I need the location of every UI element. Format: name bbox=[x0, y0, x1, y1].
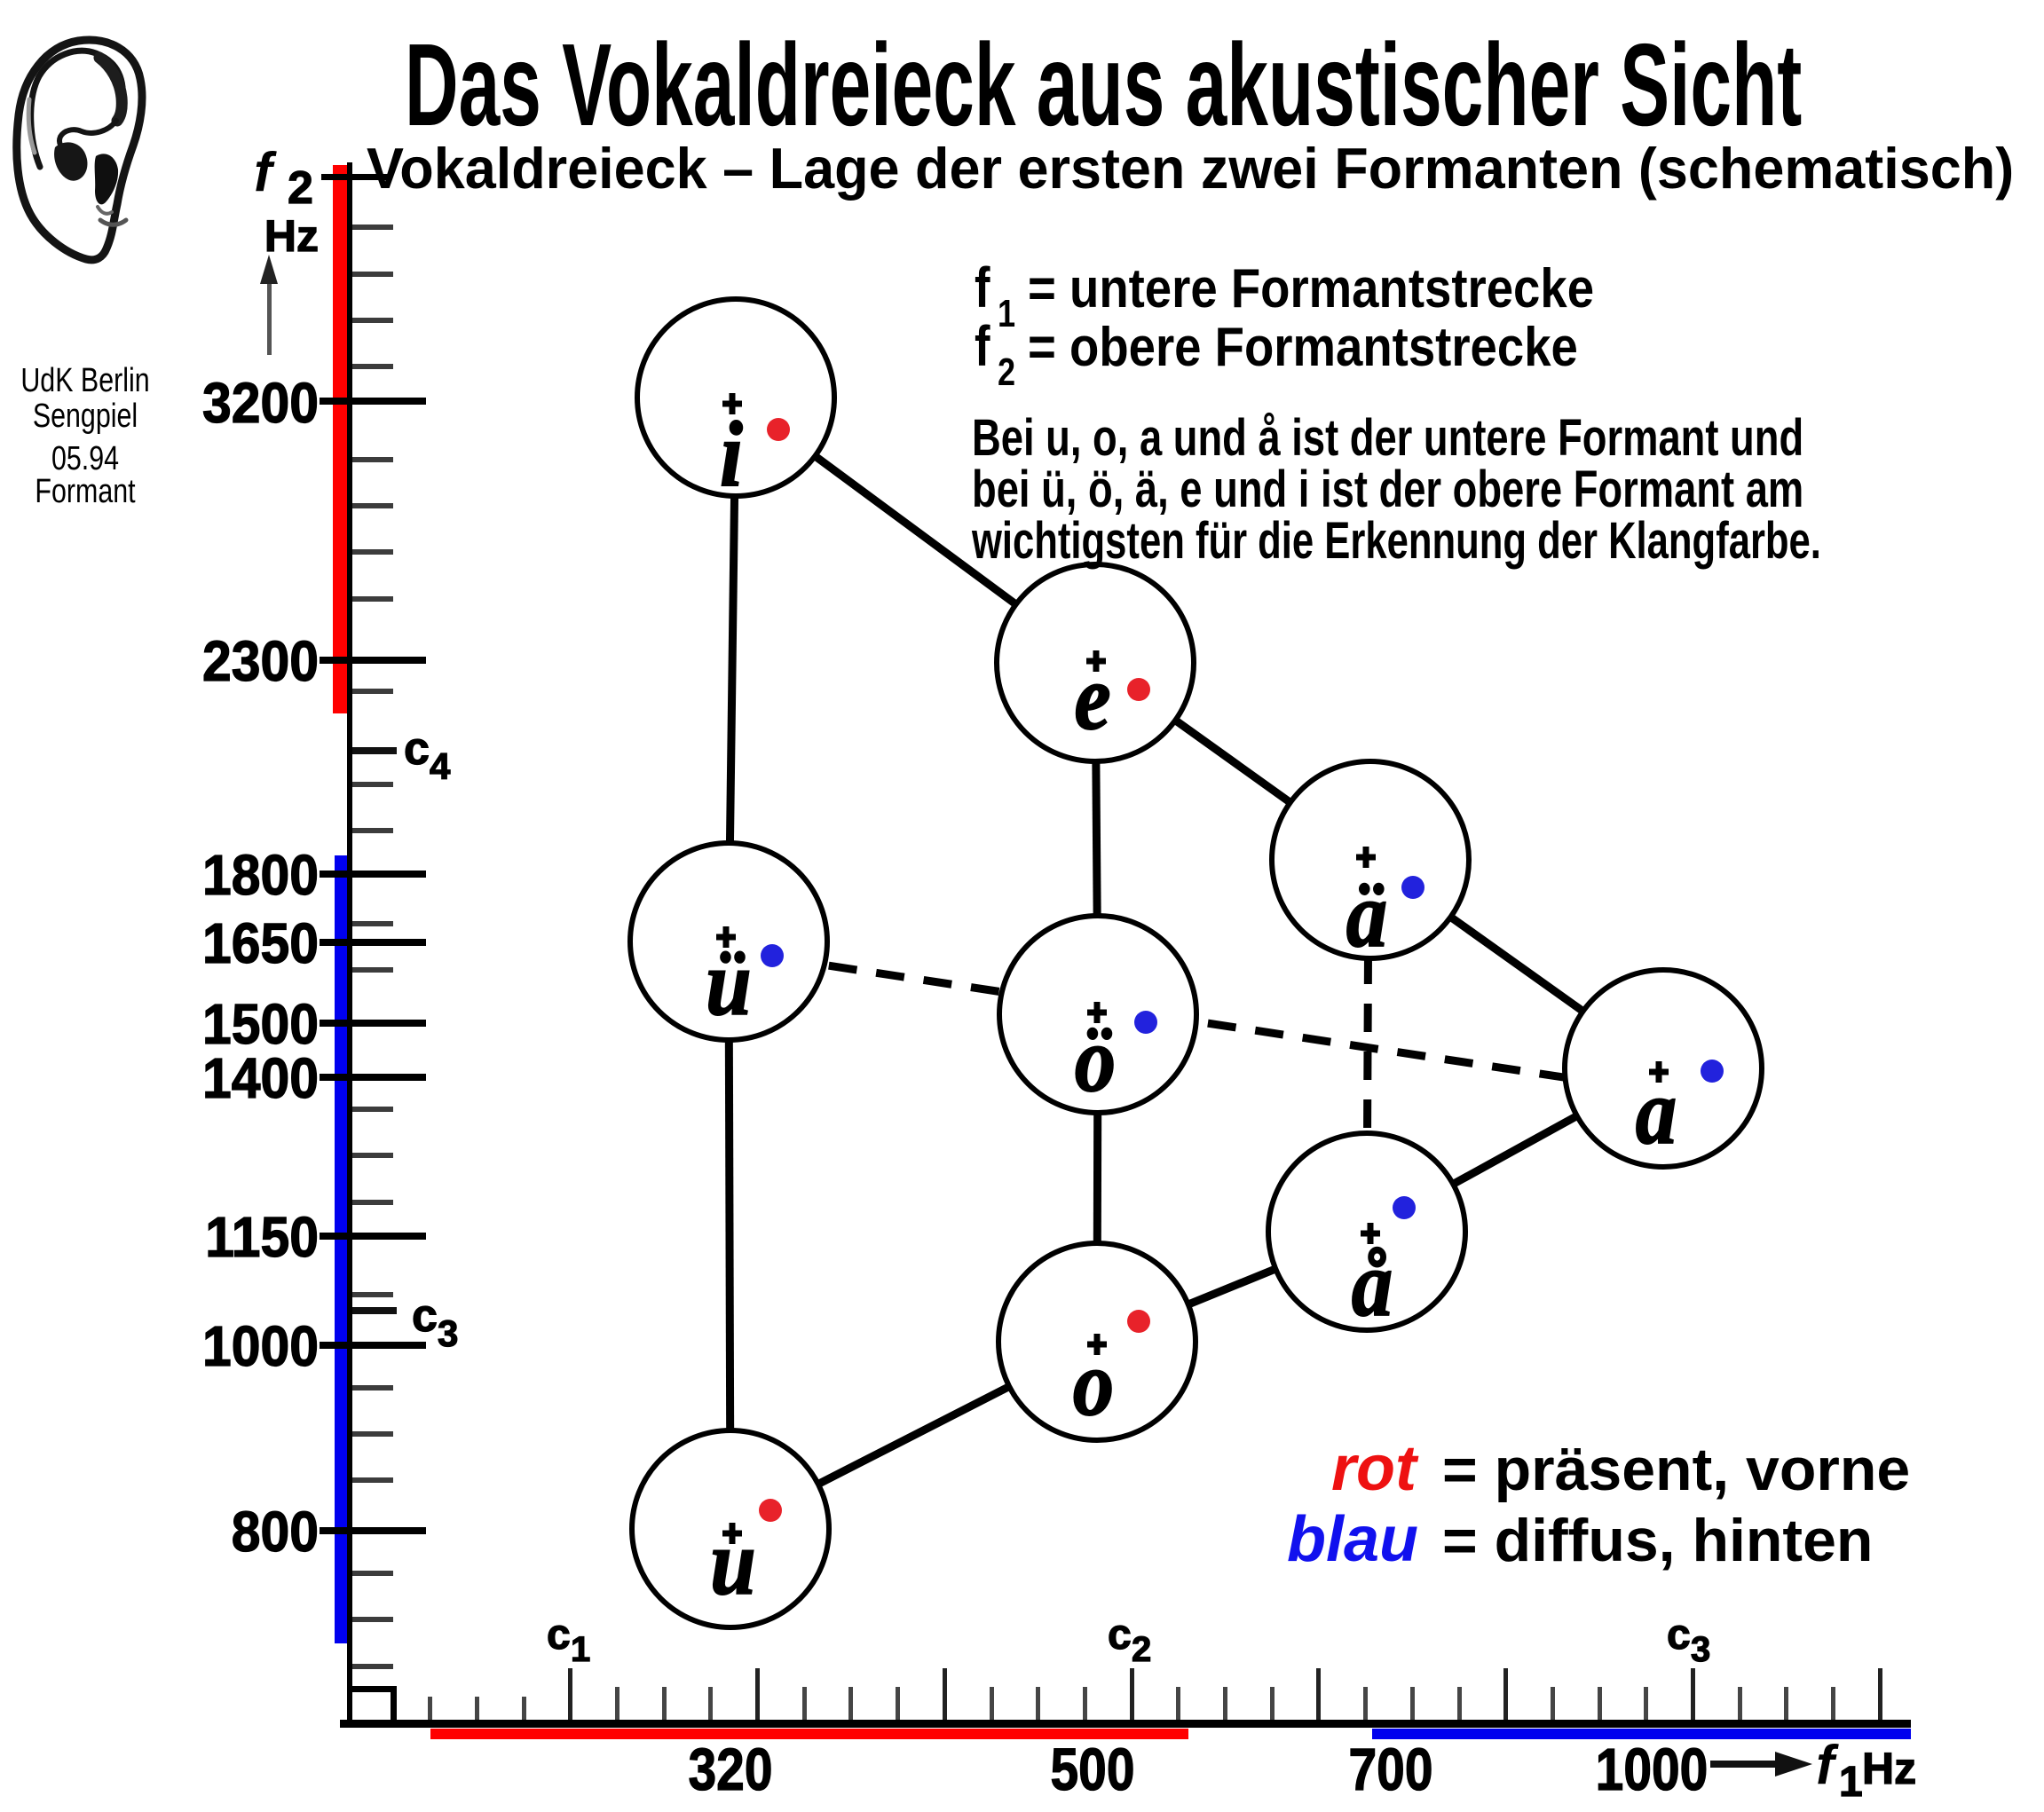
svg-text:Bei u, o, a und å ist der unte: Bei u, o, a und å ist der untere Formant… bbox=[972, 410, 1803, 468]
svg-text:1500: 1500 bbox=[202, 993, 319, 1057]
svg-text:= untere Formantstrecke: = untere Formantstrecke bbox=[1028, 258, 1594, 319]
svg-text:Sengpiel: Sengpiel bbox=[33, 398, 138, 435]
svg-text:f: f bbox=[975, 256, 990, 319]
svg-text:1150: 1150 bbox=[205, 1206, 319, 1270]
svg-text:c: c bbox=[412, 1290, 438, 1342]
svg-text:a: a bbox=[1636, 1061, 1677, 1164]
svg-text:o: o bbox=[1073, 1333, 1114, 1436]
svg-text:c: c bbox=[1108, 1611, 1132, 1658]
svg-text:= präsent, vorne: = präsent, vorne bbox=[1442, 1436, 1910, 1503]
svg-text:800: 800 bbox=[232, 1501, 319, 1564]
svg-text:Vokaldreieck – Lage der ersten: Vokaldreieck – Lage der ersten zwei Form… bbox=[367, 136, 2014, 201]
svg-text:wichtigsten für die Erkennung: wichtigsten für die Erkennung der Klangf… bbox=[971, 512, 1821, 569]
svg-text:f: f bbox=[975, 315, 990, 378]
svg-text:1: 1 bbox=[1839, 1759, 1863, 1806]
svg-text:u: u bbox=[710, 1512, 755, 1615]
svg-text:ö: ö bbox=[1075, 1009, 1116, 1112]
svg-text:Das Vokaldreieck aus akustisch: Das Vokaldreieck aus akustischer Sicht bbox=[405, 20, 1802, 151]
svg-text:blau: blau bbox=[1287, 1504, 1418, 1575]
svg-text:1000: 1000 bbox=[202, 1315, 319, 1379]
svg-text:4: 4 bbox=[430, 745, 451, 787]
svg-text:bei ü, ö, ä, e und i ist der o: bei ü, ö, ä, e und i ist der obere Forma… bbox=[972, 461, 1803, 519]
svg-text:1: 1 bbox=[998, 292, 1015, 335]
svg-text:i: i bbox=[720, 404, 743, 507]
svg-text:1: 1 bbox=[571, 1630, 590, 1669]
svg-text:UdK Berlin: UdK Berlin bbox=[20, 362, 149, 399]
svg-text:ä: ä bbox=[1346, 864, 1387, 967]
svg-text:1650: 1650 bbox=[202, 912, 319, 976]
svg-text:e: e bbox=[1074, 647, 1110, 750]
svg-text:1400: 1400 bbox=[202, 1047, 319, 1111]
svg-text:= obere Formantstrecke: = obere Formantstrecke bbox=[1028, 317, 1578, 378]
svg-text:c: c bbox=[547, 1611, 571, 1658]
svg-text:05.94: 05.94 bbox=[51, 440, 119, 477]
svg-text:1800: 1800 bbox=[202, 844, 319, 908]
svg-text:700: 700 bbox=[1349, 1737, 1433, 1803]
svg-text:2: 2 bbox=[1132, 1630, 1151, 1669]
svg-text:Hz: Hz bbox=[1862, 1744, 1916, 1793]
svg-text:Formant: Formant bbox=[35, 473, 136, 510]
svg-text:å: å bbox=[1352, 1233, 1393, 1336]
svg-text:320: 320 bbox=[689, 1737, 773, 1803]
svg-text:c: c bbox=[1667, 1611, 1691, 1658]
svg-text:ü: ü bbox=[706, 933, 751, 1036]
svg-text:500: 500 bbox=[1051, 1737, 1135, 1803]
svg-text:Hz: Hz bbox=[264, 211, 319, 261]
svg-text:rot: rot bbox=[1331, 1433, 1419, 1504]
svg-text:3: 3 bbox=[438, 1312, 458, 1354]
svg-text:3200: 3200 bbox=[202, 372, 319, 436]
svg-text:3: 3 bbox=[1691, 1630, 1710, 1669]
svg-text:c: c bbox=[404, 723, 430, 775]
svg-text:2300: 2300 bbox=[202, 630, 319, 694]
svg-text:2: 2 bbox=[998, 351, 1015, 394]
svg-text:= diffus, hinten: = diffus, hinten bbox=[1442, 1507, 1873, 1574]
svg-text:2: 2 bbox=[288, 162, 313, 214]
svg-text:1000: 1000 bbox=[1596, 1737, 1709, 1803]
